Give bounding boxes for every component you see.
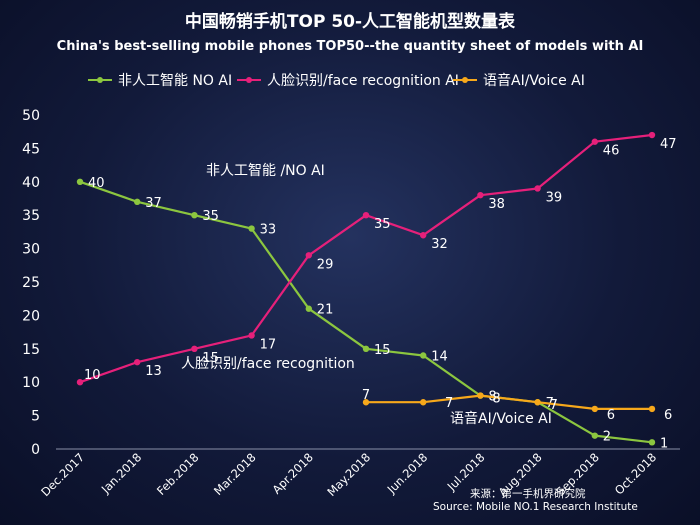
data-point — [477, 392, 484, 399]
y-tick-label: 15 — [22, 342, 40, 358]
y-tick-label: 45 — [22, 141, 40, 157]
y-axis: 0 5 10 15 20 25 30 35 40 45 50 — [22, 108, 40, 458]
data-label: 13 — [145, 364, 162, 379]
data-label: 40 — [88, 176, 105, 191]
series-annotation: 人脸识别/face recognition — [181, 356, 355, 372]
data-label: 6 — [664, 408, 672, 423]
data-label: 37 — [145, 196, 162, 211]
data-point — [591, 405, 598, 413]
legend-label: 非人工智能 NO AI — [118, 73, 232, 89]
series-line — [79, 133, 653, 384]
data-label: 8 — [492, 392, 500, 407]
data-point — [420, 399, 427, 406]
x-tick-label: Dec.2017 — [38, 450, 87, 499]
x-tick-label: Mar.2018 — [211, 450, 259, 498]
data-point — [305, 252, 312, 259]
data-point — [191, 345, 198, 352]
y-tick-label: 25 — [22, 275, 40, 291]
data-point — [648, 439, 656, 446]
data-label: 15 — [374, 343, 391, 358]
chart-title: 中国畅销手机TOP 50-人工智能机型数量表 — [185, 11, 516, 32]
legend-swatch-marker — [246, 77, 252, 83]
legend-swatch-marker — [97, 77, 103, 83]
x-tick-label: Feb.2018 — [154, 450, 202, 498]
legend-label: 语音AI/Voice AI — [483, 72, 585, 89]
data-point — [134, 198, 141, 206]
y-tick-label: 40 — [22, 175, 40, 191]
data-point — [477, 191, 484, 199]
annotations: 非人工智能 /NO AI 人脸识别/face recognition 语音AI/Vo… — [181, 163, 552, 427]
legend: 非人工智能 NO AI 人脸识别/face recognition AI 语音AI/… — [88, 72, 585, 89]
data-label: 33 — [260, 223, 277, 238]
data-point — [420, 232, 427, 239]
data-point — [648, 405, 656, 413]
data-point — [534, 399, 541, 406]
data-label: 35 — [374, 217, 391, 232]
y-tick-label: 10 — [22, 375, 40, 391]
data-label: 7 — [445, 396, 453, 411]
data-label: 10 — [84, 368, 101, 383]
data-point — [191, 212, 198, 219]
data-label: 38 — [488, 197, 505, 212]
data-label: 32 — [431, 237, 448, 252]
data-point — [362, 212, 370, 219]
data-point — [76, 379, 84, 386]
legend-label: 人脸识别/face recognition AI — [267, 73, 459, 89]
data-label: 14 — [431, 349, 448, 364]
data-point — [591, 138, 598, 145]
data-point — [534, 185, 541, 192]
data-label: 7 — [362, 388, 370, 403]
data-label: 1 — [660, 436, 668, 451]
data-point — [76, 178, 84, 185]
source-english: Source: Mobile NO.1 Research Institute — [433, 501, 638, 513]
data-label: 2 — [603, 430, 611, 445]
series-annotation: 非人工智能 /NO AI — [206, 163, 325, 179]
data-point — [362, 399, 370, 406]
x-tick-label: Apr.2018 — [269, 450, 316, 497]
data-point — [248, 225, 255, 232]
y-tick-label: 35 — [22, 208, 40, 224]
data-label: 29 — [317, 257, 334, 272]
data-point — [305, 305, 312, 312]
series-line — [366, 394, 652, 410]
data-label: 21 — [317, 303, 334, 318]
y-tick-label: 5 — [31, 409, 40, 425]
data-label: 47 — [660, 137, 677, 152]
x-tick-label: May.2018 — [324, 450, 373, 499]
y-tick-label: 50 — [22, 108, 40, 124]
data-label: 46 — [603, 144, 620, 159]
data-point — [134, 358, 141, 366]
data-label: 7 — [550, 398, 558, 413]
data-point — [420, 352, 427, 359]
y-tick-label: 20 — [22, 308, 40, 324]
data-point — [591, 432, 598, 439]
data-point — [648, 131, 656, 139]
legend-swatch-marker — [462, 77, 468, 83]
data-label: 6 — [607, 408, 615, 423]
x-tick-label: Jan.2018 — [98, 450, 144, 496]
source-chinese: 来源：第一手机界研究院 — [470, 487, 586, 500]
y-tick-label: 0 — [31, 442, 40, 458]
chart-subtitle: China's best-selling mobile phones TOP50… — [57, 39, 644, 54]
data-label: 39 — [546, 190, 563, 205]
series-annotation: 语音AI/Voice AI — [450, 410, 552, 427]
y-tick-label: 30 — [22, 242, 40, 258]
x-tick-label: Jun.2018 — [384, 450, 431, 497]
x-tick-label: Oct.2018 — [612, 450, 659, 497]
data-point — [248, 332, 255, 339]
data-label: 35 — [202, 209, 219, 224]
data-label: 15 — [202, 351, 219, 366]
data-label: 17 — [260, 337, 277, 352]
data-point — [362, 345, 370, 352]
